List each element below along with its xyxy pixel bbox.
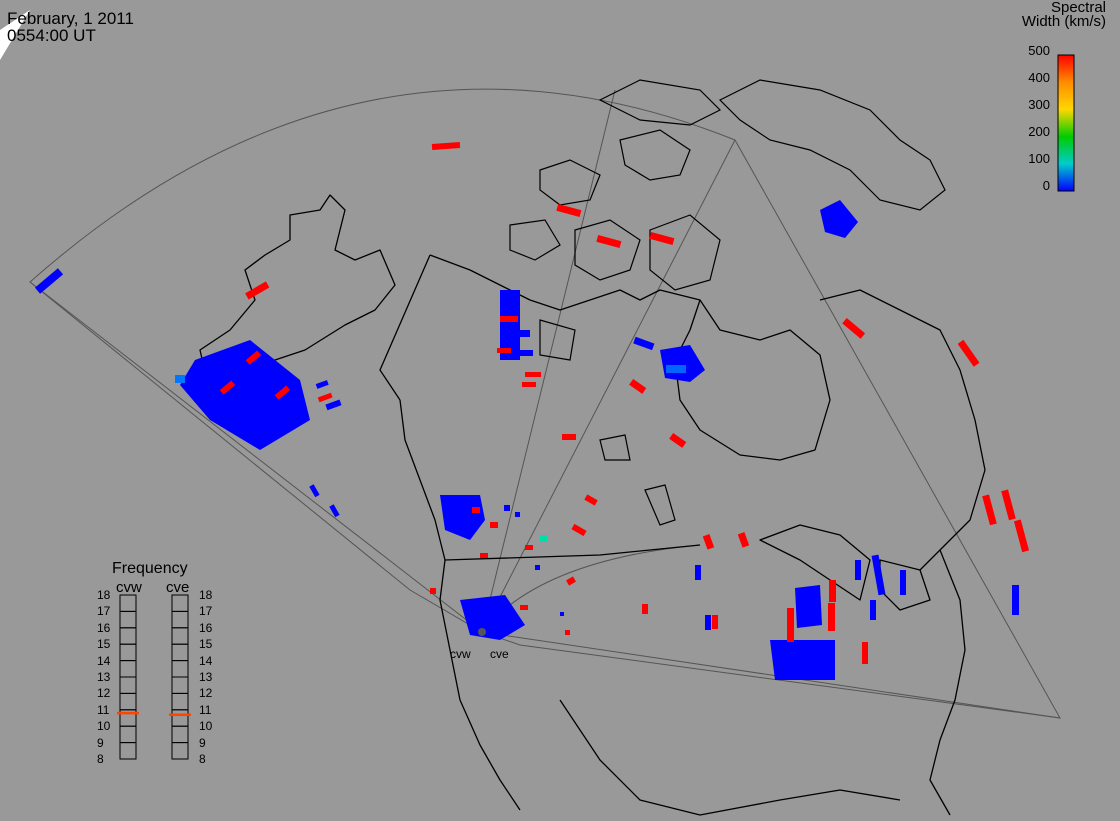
colorbar-tick: 200	[1028, 124, 1050, 139]
frequency-tick-right: 9	[199, 735, 206, 750]
frequency-tick-right: 15	[199, 637, 213, 652]
frequency-tick-right: 8	[199, 752, 206, 766]
frequency-tick-left: 14	[97, 653, 111, 668]
map-date: February, 1 2011	[7, 9, 134, 28]
radar-fov	[29, 88, 1061, 719]
colorbar-title-line1: Spectral	[1050, 0, 1106, 16]
colorbar-title-line2: Width (km/s)	[1021, 13, 1106, 30]
frequency-tick-left: 17	[97, 604, 111, 619]
frequency-tick-left: 12	[97, 686, 111, 701]
colorbar-tick: 500	[1028, 43, 1050, 58]
frequency-tick-left: 18	[97, 588, 111, 602]
map-time: 0554:00 UT	[7, 26, 96, 45]
frequency-tick-left: 15	[97, 637, 111, 652]
low-width-echoes	[34, 200, 1019, 680]
frequency-tick-left: 10	[97, 719, 111, 734]
frequency-tick-right: 10	[199, 719, 213, 734]
frequency-tick-right: 13	[199, 670, 213, 684]
colorbar-tick: 300	[1028, 97, 1050, 112]
frequency-tick-left: 11	[97, 702, 110, 717]
coastlines	[199, 194, 986, 816]
colorbar-tick: 100	[1028, 151, 1050, 166]
high-width-echoes	[219, 142, 1030, 664]
colorbar-tick: 0	[1042, 178, 1050, 193]
frequency-title: Frequency	[112, 560, 188, 577]
site-label-west: cvw	[450, 647, 471, 661]
frequency-radar-west: cvw	[116, 579, 142, 596]
frequency-tick-right: 14	[199, 653, 213, 668]
frequency-tick-right: 16	[199, 620, 213, 635]
frequency-gauges	[117, 594, 191, 760]
frequency-tick-right: 17	[199, 604, 213, 619]
frequency-tick-right: 12	[199, 686, 213, 701]
site-label-east: cve	[490, 647, 509, 661]
frequency-cell	[119, 742, 137, 760]
frequency-cell	[171, 742, 189, 760]
corner-mark	[0, 10, 30, 60]
frequency-tick-left: 13	[97, 670, 111, 684]
mid-width-echoes	[175, 365, 686, 542]
frequency-tick-left: 16	[97, 620, 111, 635]
radar-site-marker	[478, 628, 486, 636]
frequency-radar-east: cve	[166, 579, 190, 596]
colorbar-gradient	[1057, 54, 1075, 192]
frequency-tick-left: 9	[97, 735, 104, 750]
arctic-islands	[509, 79, 946, 526]
frequency-tick-right: 18	[199, 588, 213, 602]
frequency-tick-left: 8	[97, 752, 104, 766]
frequency-tick-right: 11	[199, 702, 212, 717]
colorbar-tick: 400	[1028, 70, 1050, 85]
